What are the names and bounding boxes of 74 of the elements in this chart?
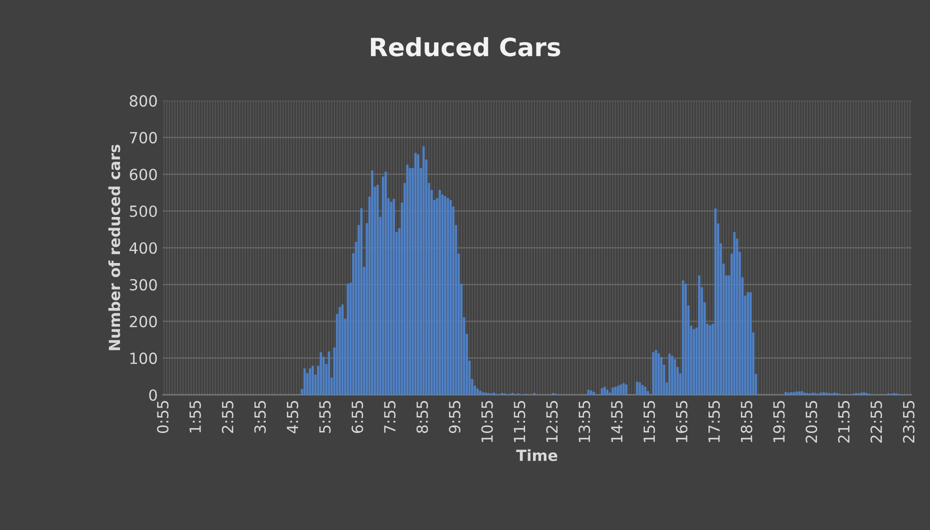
y-tick-label: 400 bbox=[129, 242, 157, 254]
x-tick-label: 6:55 bbox=[352, 401, 364, 433]
bar bbox=[446, 198, 450, 395]
bar bbox=[684, 284, 687, 395]
x-tick-label: 15:55 bbox=[644, 401, 656, 442]
y-tick-label: 600 bbox=[130, 168, 157, 180]
bar bbox=[406, 164, 408, 395]
bar bbox=[392, 198, 395, 395]
x-tick-label: 22:55 bbox=[870, 401, 882, 443]
bar bbox=[312, 366, 314, 395]
x-tick-label: 23:55 bbox=[902, 401, 914, 443]
x-tick-label: 18:55 bbox=[740, 401, 752, 442]
x-tick-label: 2:55 bbox=[222, 401, 234, 433]
x-tick-label: 20:55 bbox=[806, 401, 818, 443]
x-tick-label: 12:55 bbox=[546, 401, 558, 442]
bar bbox=[376, 184, 379, 395]
bar bbox=[338, 306, 341, 395]
chart-title: Reduced Cars bbox=[370, 37, 560, 56]
bar bbox=[417, 154, 420, 395]
bar bbox=[444, 196, 446, 395]
bar bbox=[479, 390, 482, 395]
y-tick-label: 800 bbox=[130, 95, 157, 107]
x-tick-label: 8:55 bbox=[416, 401, 428, 433]
bar bbox=[592, 392, 595, 395]
x-tick-label: 16:55 bbox=[676, 401, 688, 442]
bar bbox=[603, 386, 606, 395]
x-tick-label: 9:55 bbox=[448, 401, 460, 434]
y-tick-label: 300 bbox=[130, 279, 157, 291]
x-tick-label: 3:55 bbox=[254, 401, 266, 433]
bar bbox=[384, 172, 387, 395]
bar bbox=[625, 384, 628, 395]
x-tick-label: 17:55 bbox=[708, 401, 720, 442]
bar bbox=[590, 390, 592, 395]
x-tick-label: 11:55 bbox=[514, 401, 526, 442]
bar bbox=[746, 292, 750, 395]
bar bbox=[620, 384, 622, 395]
y-tick-label: 100 bbox=[130, 352, 157, 364]
bar bbox=[644, 386, 646, 395]
bar bbox=[798, 392, 800, 395]
x-tick-label: 0:55 bbox=[156, 401, 169, 434]
x-tick-label: 4:55 bbox=[286, 401, 298, 434]
y-tick-label: 200 bbox=[130, 316, 157, 328]
bar bbox=[658, 353, 660, 395]
x-tick-label: 5:55 bbox=[319, 401, 331, 433]
bar bbox=[617, 386, 620, 395]
bar bbox=[784, 392, 787, 395]
bar bbox=[638, 382, 641, 395]
bar bbox=[671, 356, 674, 395]
x-tick-label: 14:55 bbox=[611, 401, 623, 442]
bar bbox=[346, 284, 350, 395]
x-tick-label: 10:55 bbox=[481, 401, 493, 442]
x-tick-label: 21:55 bbox=[838, 401, 850, 443]
y-tick-label: 700 bbox=[130, 132, 157, 144]
bar bbox=[476, 388, 479, 395]
bar bbox=[438, 190, 441, 395]
bar bbox=[692, 329, 695, 395]
bar bbox=[390, 202, 392, 395]
x-tick-label: 1:55 bbox=[190, 401, 201, 432]
bar bbox=[733, 232, 736, 395]
bar bbox=[371, 170, 374, 395]
y-tick-label: 0 bbox=[149, 389, 157, 401]
x-tick-label: 13:55 bbox=[578, 401, 590, 442]
bar bbox=[698, 275, 700, 395]
bar bbox=[320, 352, 322, 395]
bar bbox=[652, 352, 654, 395]
y-axis-title: Number of reduced cars bbox=[108, 144, 120, 350]
y-tick-label: 500 bbox=[130, 205, 157, 218]
x-tick-label: 7:55 bbox=[384, 401, 396, 433]
x-tick-label: 19:55 bbox=[773, 401, 785, 442]
bar bbox=[612, 387, 614, 395]
bar bbox=[606, 390, 608, 395]
x-axis-title: Time bbox=[516, 449, 558, 462]
bar bbox=[303, 368, 306, 395]
bar bbox=[646, 391, 650, 395]
